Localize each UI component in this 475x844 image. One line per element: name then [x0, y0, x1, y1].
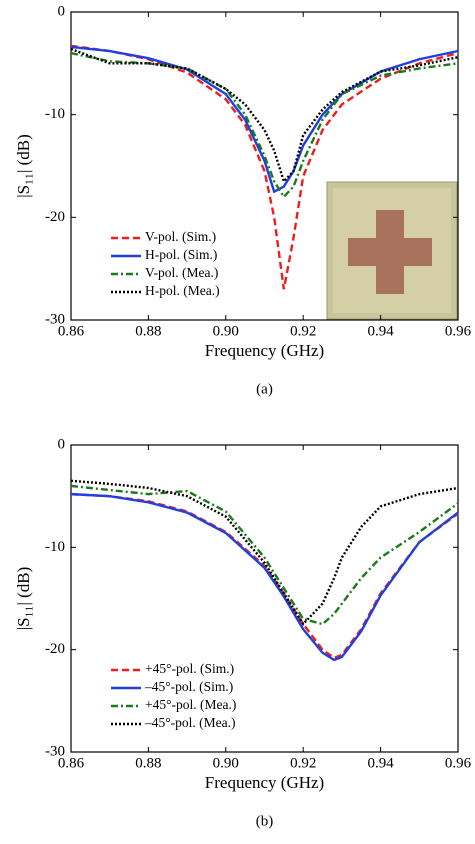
y-tick-label: -10 — [45, 106, 65, 122]
x-tick-label: 0.92 — [290, 755, 316, 771]
x-tick-label: 0.92 — [290, 323, 316, 339]
series-line — [70, 51, 459, 199]
series-line — [70, 492, 459, 660]
caption: (b) — [256, 813, 274, 829]
x-tick-label: 0.88 — [135, 323, 161, 339]
y-tick-label: -30 — [45, 743, 65, 759]
x-tick-label: 0.90 — [213, 755, 239, 771]
x-axis-label: Frequency (GHz) — [205, 773, 324, 792]
y-tick-label: -10 — [45, 539, 65, 555]
x-tick-label: 0.94 — [367, 323, 394, 339]
y-axis-label: |S₁₁| (dB) — [14, 567, 33, 631]
legend-label: H-pol. (Sim.) — [145, 247, 217, 262]
legend-label: –45°-pol. (Mea.) — [144, 715, 236, 730]
series-line — [70, 44, 459, 290]
y-tick-label: -20 — [45, 641, 65, 657]
x-tick-label: 0.88 — [135, 755, 161, 771]
caption: (a) — [256, 381, 273, 397]
legend-label: H-pol. (Mea.) — [145, 283, 220, 298]
x-tick-label: 0.86 — [58, 755, 85, 771]
plot-frame — [70, 11, 459, 321]
x-axis-label: Frequency (GHz) — [205, 341, 324, 360]
series-line — [70, 479, 459, 627]
legend-label: +45°-pol. (Sim.) — [145, 661, 234, 676]
x-tick-label: 0.94 — [367, 755, 394, 771]
x-tick-label: 0.96 — [445, 755, 472, 771]
legend-label: V-pol. (Sim.) — [145, 229, 216, 244]
x-tick-label: 0.86 — [58, 323, 85, 339]
series-line — [70, 492, 459, 662]
plot-frame — [70, 444, 459, 753]
legend-label: +45°-pol. (Mea.) — [145, 697, 236, 712]
inset-photo — [326, 181, 458, 320]
y-tick-label: 0 — [58, 436, 66, 452]
y-tick-label: -30 — [45, 311, 65, 327]
x-tick-label: 0.90 — [213, 323, 239, 339]
legend-label: V-pol. (Mea.) — [145, 265, 218, 280]
y-tick-label: 0 — [58, 3, 66, 19]
legend-label: –45°-pol. (Sim.) — [144, 679, 233, 694]
x-tick-label: 0.96 — [445, 323, 472, 339]
y-tick-label: -20 — [45, 209, 65, 225]
y-axis-label: |S₁₁| (dB) — [14, 134, 33, 198]
series-line — [70, 484, 459, 626]
